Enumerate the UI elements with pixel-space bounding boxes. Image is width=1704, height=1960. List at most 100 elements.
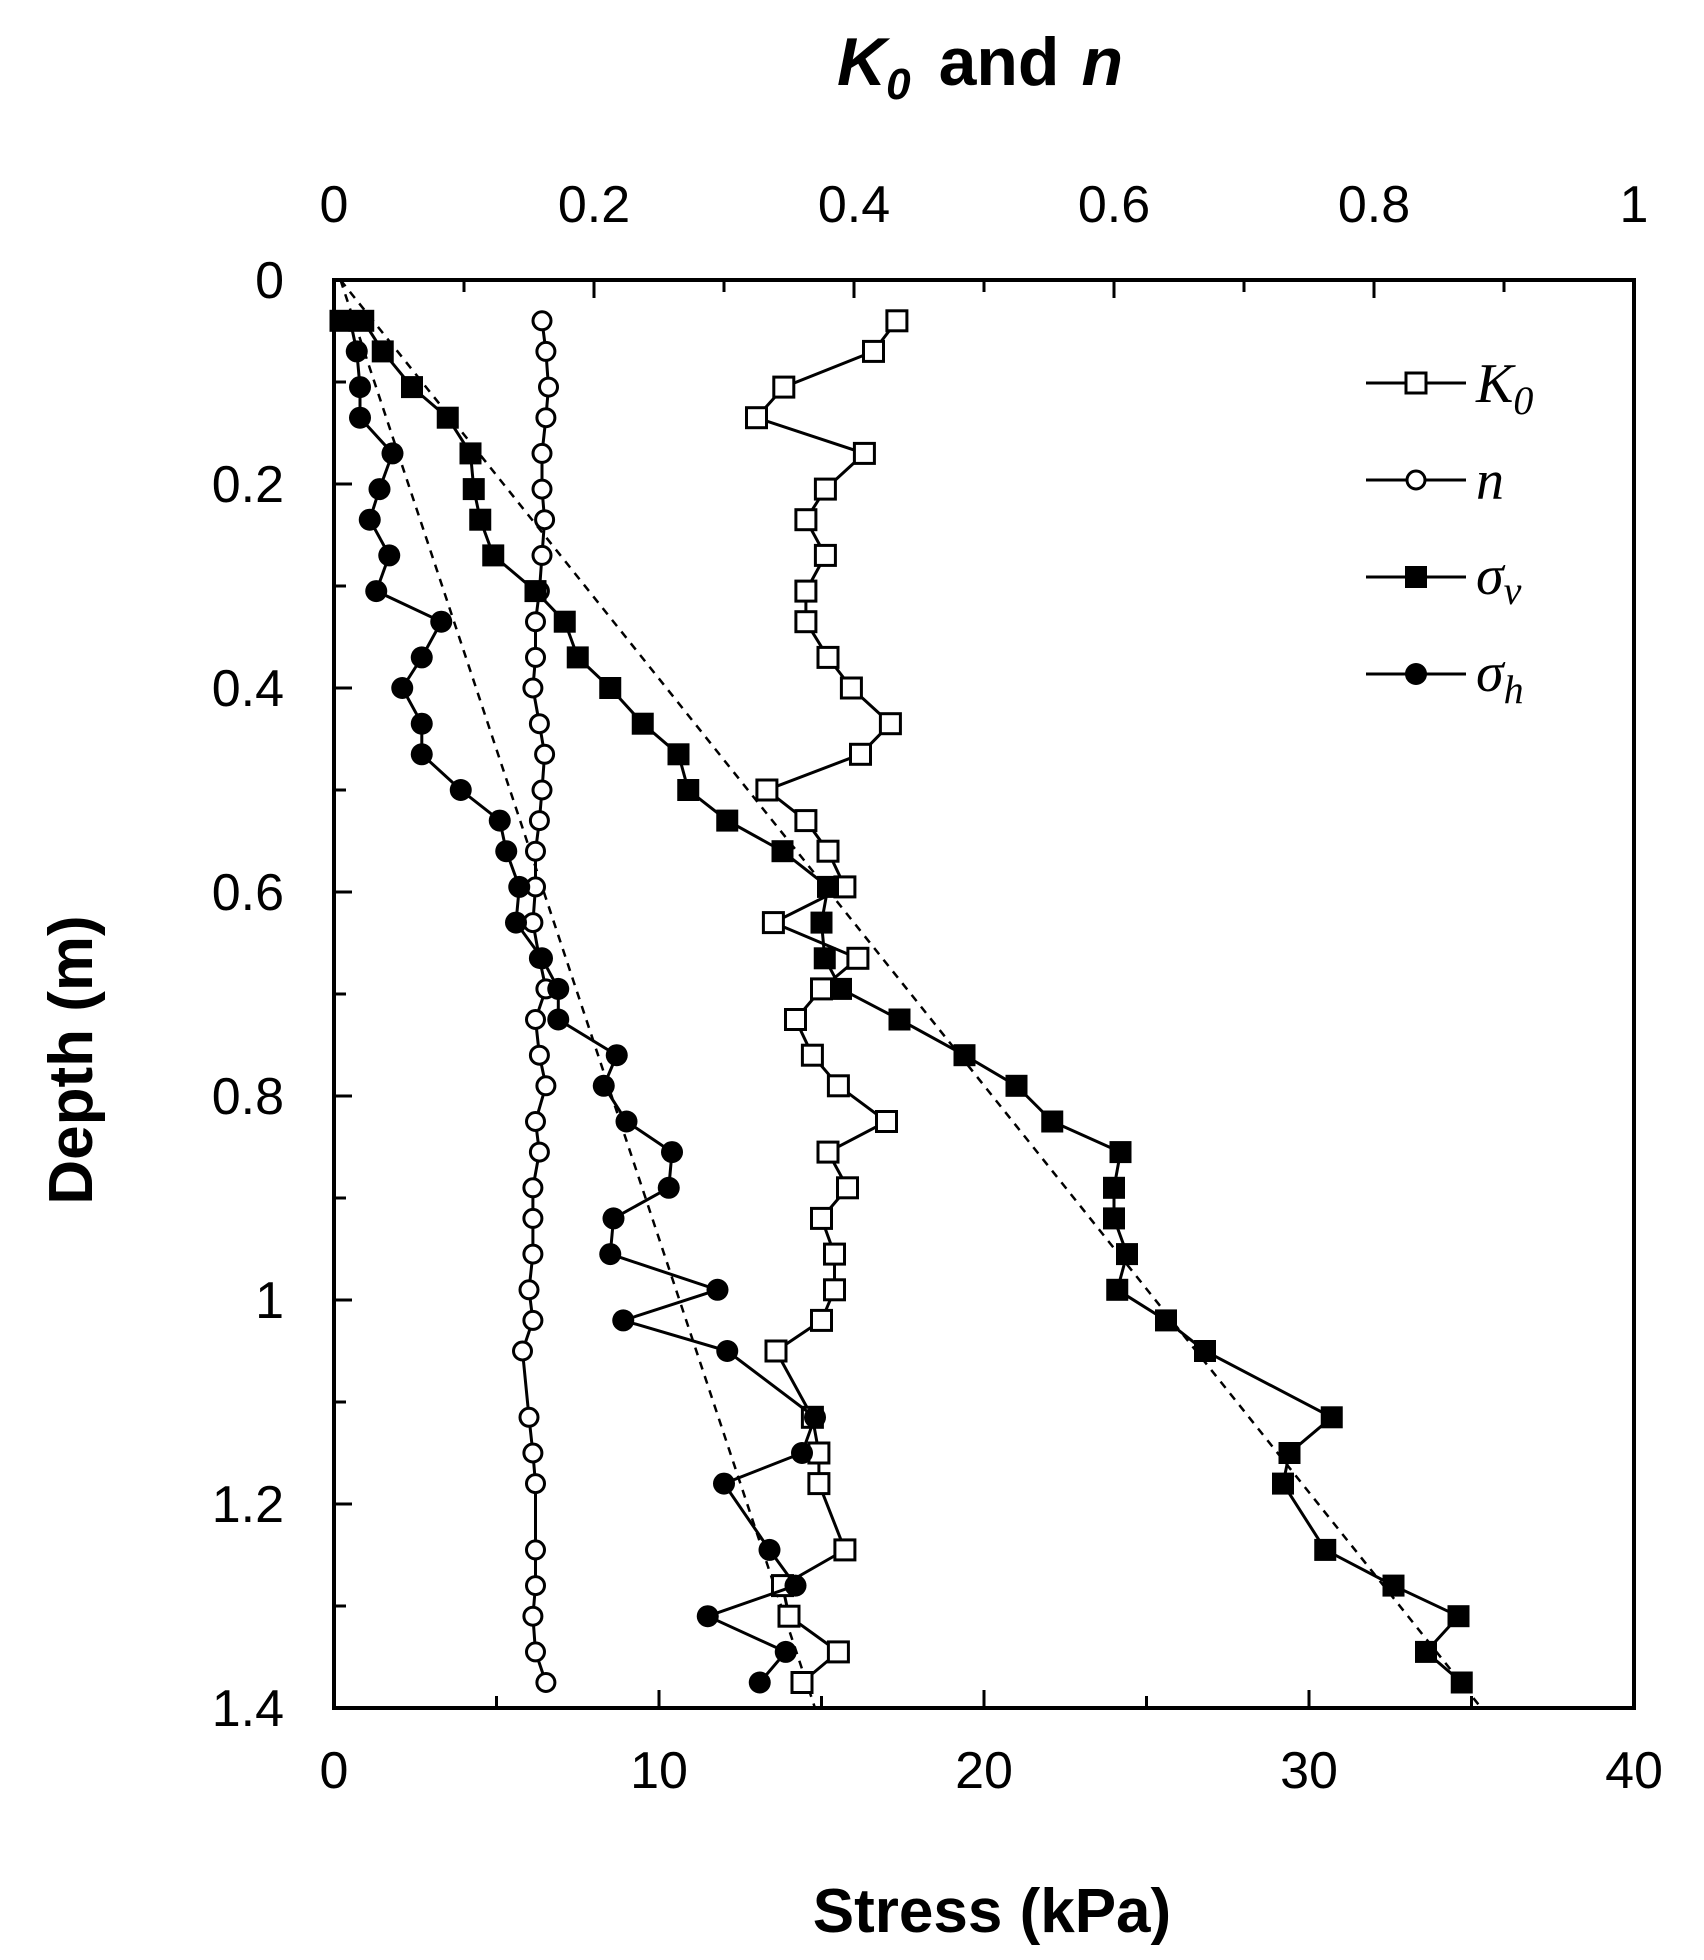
series-0-point [810,977,833,1001]
series-0-point [849,742,872,766]
bottom-axis-title: Stress (kPa) [813,1877,1171,1946]
series-3-point [358,508,381,531]
series-0-point [816,645,840,669]
series-2-point [830,977,852,1000]
y-tick-label: 0 [255,252,284,310]
series-0-point [852,441,876,465]
series-0-point [794,809,818,833]
series-2-point [1109,1141,1132,1164]
series-0-point [794,508,818,532]
x-bottom-tick-label: 10 [630,1742,688,1800]
series-2-point [1278,1442,1301,1464]
series-0-point [826,1074,850,1098]
series-0-point [813,477,837,501]
series-3-point [599,1243,622,1266]
series-2-point [677,779,700,801]
series-3-point [615,1110,638,1133]
series-2-point [436,406,459,429]
series-1-point [531,478,553,500]
series-1-point [531,779,553,801]
series-0-point [764,1339,788,1363]
series-1-point [525,1009,546,1030]
series-0-point [800,1043,824,1067]
series-3-point [758,1538,781,1561]
series-1-point [522,1207,544,1229]
y-axis-title: Depth (m) [37,915,106,1204]
series-3-point [505,911,527,934]
series-2-point [1103,1176,1125,1199]
legend-label-n: n [1476,450,1504,512]
series-1-point [518,1406,540,1428]
series-2-point [1005,1074,1028,1097]
series-0-point [816,1140,840,1164]
series-0-point [810,1308,833,1332]
legend-item-sigma-h: σh [1366,642,1524,712]
series-1-point [522,1442,544,1464]
series-1-point [525,1111,546,1132]
series-3-point [339,309,362,332]
series-3-point [349,406,371,429]
series-2-point [1272,1472,1294,1495]
x-top-tick-label: 0 [320,176,349,234]
series-3-point [531,947,553,970]
series-1-point [535,1075,557,1097]
series-1-point [534,743,556,765]
legend-marker-sigma-h [1405,663,1427,685]
series-2-point [401,376,423,399]
series-1-point [522,1605,544,1627]
series-3-point [605,1044,628,1067]
x-bottom-tick-label: 20 [955,1742,1013,1800]
series-0 [745,309,909,1694]
series-0-point [745,406,768,430]
top-axis-title-n: n [1081,24,1123,100]
series-0-point [794,579,818,603]
series-3-point [410,743,433,766]
series-0-point [790,1671,814,1694]
series-2-point [716,809,739,832]
series-2-point [1103,1207,1125,1230]
series-3-point [488,809,511,832]
legend-item-sigma-v: σv [1366,545,1522,613]
y-tick-label: 0.6 [212,864,284,922]
series-3 [339,309,826,1694]
series-1-point [525,646,546,668]
series-2-point [1106,1278,1129,1301]
legend-label-k0: K0 [1475,353,1533,423]
x-top-tick-label: 0.8 [1338,176,1410,234]
series-3-point [602,1207,625,1230]
y-tick-label: 1 [255,1272,284,1330]
series-2-point [1116,1243,1138,1266]
series-1-point [525,1539,546,1561]
series-0-point [836,1176,859,1200]
top-axis-title-and: and [939,24,1060,100]
series-3-point [449,779,472,801]
series-1-point [535,407,557,429]
series-1-point [522,1177,544,1199]
series-3-point [547,1008,570,1031]
x-top-tick-label: 0.6 [1078,176,1150,234]
series-3-point [349,376,371,399]
x-bottom-tick-label: 0 [320,1742,349,1800]
legend-marker-n [1405,469,1427,491]
x-top-tick-label: 0.4 [818,176,890,234]
y-tick-label: 1.2 [212,1476,284,1534]
series-3-point [368,478,391,501]
y-tick-label: 0.2 [212,456,284,514]
series-1-point [535,340,557,362]
series-2-point [599,677,622,699]
top-axis-title: K0 and n [837,24,1123,109]
series-1 [512,310,559,1693]
series-2-point [1320,1406,1343,1429]
series-2-point [553,610,576,633]
series-3-point [378,544,401,567]
legend-item-k0: K0 [1366,353,1533,423]
series-0-point [816,839,840,863]
series-1-point [528,1141,550,1163]
plot-frame [332,278,1636,1710]
series-1-point [534,509,556,531]
series-3-point [410,712,433,735]
series-2-point [1447,1605,1470,1628]
series-1-line [520,320,551,1683]
series-2-point [888,1008,911,1031]
